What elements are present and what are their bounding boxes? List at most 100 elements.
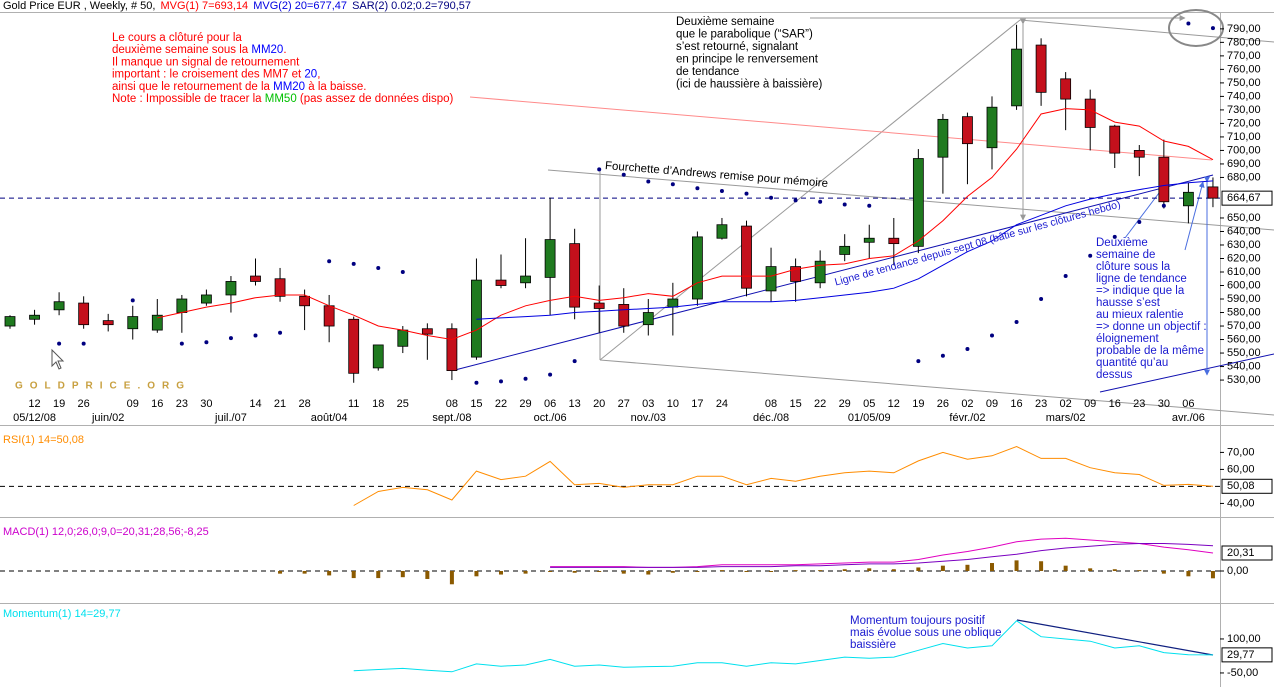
candle-body xyxy=(544,239,556,278)
sar-dot xyxy=(1112,234,1117,239)
y-tick-label: 580,00 xyxy=(1227,306,1261,318)
x-tick-label: 16 xyxy=(151,398,163,410)
x-tick-label: 21 xyxy=(274,398,286,410)
y-tick-label: 640,00 xyxy=(1227,225,1261,237)
histogram-bar xyxy=(449,570,454,585)
candle-body xyxy=(1109,125,1121,154)
histogram-bar xyxy=(376,570,381,579)
histogram-bar xyxy=(891,569,896,571)
sar-dot xyxy=(1161,203,1166,208)
sar-dot xyxy=(719,188,724,193)
y-tick-label: 60,00 xyxy=(1227,463,1255,475)
candle-body xyxy=(642,312,654,326)
y-tick-label: 590,00 xyxy=(1227,293,1261,305)
y-tick-label: 730,00 xyxy=(1227,104,1261,116)
chart-title: MACD(1) 12,0;26,0;9,0=20,31;28,56;-8,25 xyxy=(3,526,209,538)
cursor xyxy=(51,348,65,370)
x-tick-label: 26 xyxy=(937,398,949,410)
candle-body xyxy=(250,275,261,282)
fork-line xyxy=(547,169,1274,231)
sar-dot xyxy=(1014,319,1019,324)
x-tick-label: 12 xyxy=(28,398,40,410)
annotation-line: au mieux ralentie xyxy=(1096,309,1184,321)
y-tick-label: 0,00 xyxy=(1227,565,1248,577)
candle-body xyxy=(1158,156,1170,203)
annotation-segment: à la baisse. xyxy=(305,81,366,93)
x-tick-label: 30 xyxy=(200,398,212,410)
histogram-bar xyxy=(327,570,332,576)
x-tick-label: 03 xyxy=(642,398,654,410)
x-tick-label: 29 xyxy=(519,398,531,410)
candle-body xyxy=(102,320,114,326)
annotation-line: s’est retourné, signalant xyxy=(676,41,799,53)
candle-body xyxy=(912,158,924,247)
annotation-segment: (pas assez de données dispo) xyxy=(297,93,454,105)
x-tick-label: 13 xyxy=(569,398,581,410)
x-month-label: 05/12/08 xyxy=(13,412,56,424)
candle-body xyxy=(446,328,458,372)
x-month-label: déc./08 xyxy=(753,412,789,424)
sar-dot xyxy=(400,269,405,274)
candle-body xyxy=(127,316,139,330)
y-tick-label: -50,00 xyxy=(1227,667,1258,679)
x-month-label: nov./03 xyxy=(631,412,666,424)
annotation-line: Deuxième xyxy=(1096,237,1148,249)
histogram-bar xyxy=(302,570,307,574)
sar-dot xyxy=(499,379,503,384)
sar-dot xyxy=(769,195,774,200)
x-tick-label: 22 xyxy=(814,398,826,410)
annotation-line: GOLDPRICE.ORG xyxy=(15,381,191,392)
candle-body xyxy=(692,236,703,300)
x-tick-label: 23 xyxy=(1133,398,1145,410)
sar-dot xyxy=(376,265,381,270)
annotation-line: de tendance xyxy=(676,66,739,78)
candle-body xyxy=(4,316,16,327)
candle-body xyxy=(741,225,752,289)
legend-entry: MVG(1) 7=693,14 xyxy=(160,0,248,12)
sar-dot xyxy=(793,198,798,203)
annotation-line: => donne un objectif : xyxy=(1096,321,1207,333)
arrow xyxy=(1184,181,1205,251)
x-month-label: oct./06 xyxy=(534,412,567,424)
candle-body xyxy=(1133,150,1145,158)
y-tick-label: 740,00 xyxy=(1227,90,1261,102)
arrows xyxy=(1124,176,1210,376)
candle-body xyxy=(495,279,507,286)
sar-dot xyxy=(1186,21,1191,26)
sar-dot xyxy=(1039,297,1044,302)
annotation-line: dessus xyxy=(1096,369,1133,381)
x-tick-label: 14 xyxy=(249,398,261,410)
moving-average xyxy=(476,180,1214,320)
candle-body xyxy=(1084,98,1096,128)
candle-body xyxy=(667,298,679,308)
last-value-label: 20,31 xyxy=(1227,547,1255,559)
y-tick-label: 560,00 xyxy=(1227,333,1261,345)
x-tick-label: 16 xyxy=(1010,398,1022,410)
annotation-segment: 20 xyxy=(304,69,317,81)
annotation-segment: ainsi que le retournement de la xyxy=(112,81,273,93)
sar-dot xyxy=(351,261,356,266)
sar-dot xyxy=(744,191,749,196)
candle-body xyxy=(888,237,900,245)
chart-title: RSI(1) 14=50,08 xyxy=(3,434,84,446)
histogram-bar xyxy=(965,564,970,571)
x-tick-label: 02 xyxy=(1060,398,1072,410)
annotation-line: semaine de xyxy=(1096,249,1155,261)
y-tick-label: 540,00 xyxy=(1227,360,1261,372)
candle-body xyxy=(1035,44,1047,93)
histogram-bar xyxy=(523,570,528,574)
y-tick-label: 650,00 xyxy=(1227,212,1261,224)
indicator-line xyxy=(550,543,1214,568)
candle-body xyxy=(53,301,65,311)
candle-body xyxy=(593,302,605,309)
histogram-bar xyxy=(646,570,651,575)
histogram-bar xyxy=(916,567,921,571)
moving-average xyxy=(157,108,1214,341)
candle-body xyxy=(839,245,851,255)
sar-dot xyxy=(57,341,62,346)
x-tick-label: 27 xyxy=(618,398,630,410)
y-tick-label: 70,00 xyxy=(1227,446,1255,458)
histogram-bar xyxy=(940,565,945,571)
sar-dot xyxy=(916,359,921,364)
